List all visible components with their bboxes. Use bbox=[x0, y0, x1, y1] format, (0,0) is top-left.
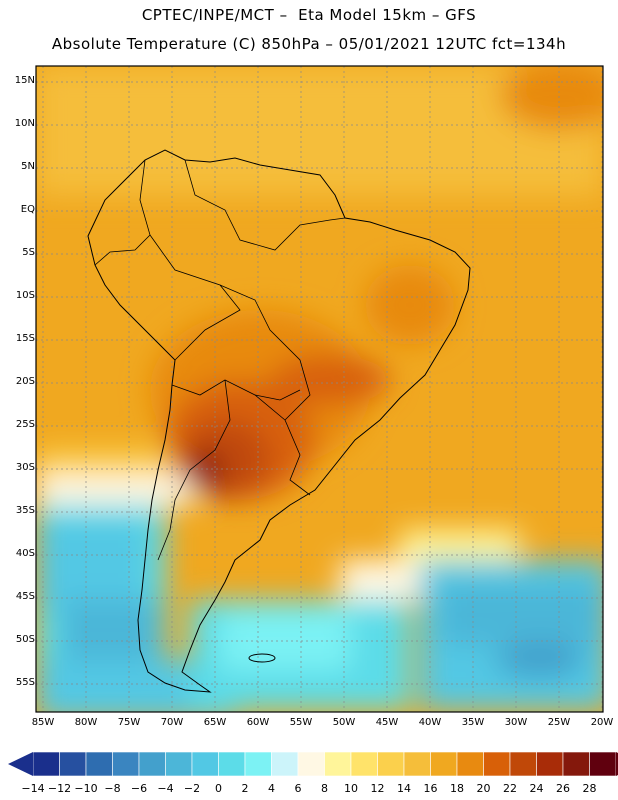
falklands-outline bbox=[248, 653, 276, 663]
colorbar-label: 10 bbox=[344, 782, 358, 795]
colorbar-swatch bbox=[112, 751, 140, 777]
colorbar-label: −4 bbox=[157, 782, 174, 795]
map-title-model: CPTEC/INPE/MCT – Eta Model 15km – GFS bbox=[141, 6, 477, 24]
latitude-label: 5N bbox=[21, 161, 35, 172]
colorbar bbox=[8, 751, 618, 777]
colorbar-swatch bbox=[244, 751, 272, 777]
latitude-label: 45S bbox=[15, 591, 35, 602]
longitude-label: 60W bbox=[246, 717, 270, 728]
latitude-label: 15S bbox=[15, 333, 35, 344]
colorbar-swatch bbox=[138, 751, 166, 777]
colorbar-label: 2 bbox=[241, 782, 249, 795]
colorbar-label: 16 bbox=[423, 782, 438, 795]
colorbar-swatch bbox=[165, 751, 193, 777]
colorbar-label: 12 bbox=[370, 782, 385, 795]
colorbar-swatch bbox=[562, 751, 590, 777]
colorbar-swatch bbox=[403, 751, 431, 777]
latitude-label: 10S bbox=[15, 290, 35, 301]
latitude-label: 40S bbox=[15, 548, 35, 559]
country-borders bbox=[94, 159, 346, 561]
colorbar-label: 18 bbox=[450, 782, 464, 795]
colorbar-label: 14 bbox=[397, 782, 411, 795]
colorbar-label: −12 bbox=[47, 782, 72, 795]
latitude-label: 5S bbox=[22, 247, 35, 258]
colorbar-label: −6 bbox=[130, 782, 148, 795]
longitude-label: 20W bbox=[590, 717, 614, 728]
latitude-label: 50S bbox=[15, 634, 35, 645]
longitude-label: 35W bbox=[461, 717, 485, 728]
latitude-label: 20S bbox=[15, 376, 35, 387]
colorbar-label: 22 bbox=[503, 782, 517, 795]
longitude-label: 55W bbox=[289, 717, 313, 728]
longitude-label: 65W bbox=[203, 717, 227, 728]
colorbar-swatch bbox=[324, 751, 352, 777]
colorbar-swatch bbox=[191, 751, 219, 777]
longitude-label: 25W bbox=[547, 717, 571, 728]
longitude-label: 30W bbox=[504, 717, 528, 728]
colorbar-label: 4 bbox=[268, 782, 275, 795]
colorbar-label: 6 bbox=[294, 782, 302, 795]
longitude-label: 50W bbox=[332, 717, 356, 728]
colorbar-swatch bbox=[536, 751, 564, 777]
map-title-field: Absolute Temperature (C) 850hPa – 05/01/… bbox=[51, 35, 567, 53]
colorbar-swatch bbox=[456, 751, 484, 777]
colorbar-swatch bbox=[85, 751, 113, 777]
colorbar-swatch bbox=[59, 751, 87, 777]
latitude-label: 35S bbox=[15, 505, 35, 516]
colorbar-label: −8 bbox=[104, 782, 121, 795]
colorbar-swatch bbox=[589, 751, 617, 777]
colorbar-label: 28 bbox=[582, 782, 597, 795]
longitude-label: 85W bbox=[31, 717, 55, 728]
longitude-label: 45W bbox=[375, 717, 399, 728]
temperature-field bbox=[36, 66, 603, 712]
triangle-left-icon bbox=[8, 752, 33, 776]
longitude-label: 80W bbox=[74, 717, 98, 728]
colorbar-swatch bbox=[271, 751, 299, 777]
colorbar-label: 0 bbox=[215, 782, 222, 795]
colorbar-swatch bbox=[350, 751, 378, 777]
colorbar-label: 20 bbox=[476, 782, 491, 795]
colorbar-swatch bbox=[218, 751, 246, 777]
colorbar-swatch bbox=[430, 751, 458, 777]
map-frame bbox=[35, 65, 604, 713]
colorbar-swatch bbox=[483, 751, 511, 777]
latitude-label: EQ bbox=[20, 204, 35, 215]
colorbar-label: 26 bbox=[556, 782, 570, 795]
latitude-label: 30S bbox=[15, 462, 35, 473]
latitude-label: 10N bbox=[14, 118, 35, 129]
latitude-label: 15N bbox=[14, 75, 35, 86]
colorbar-swatch bbox=[32, 751, 60, 777]
longitude-label: 70W bbox=[160, 717, 184, 728]
latitude-label: 25S bbox=[15, 419, 35, 430]
longitude-label: 40W bbox=[418, 717, 442, 728]
south-america-outline bbox=[87, 149, 471, 693]
colorbar-label: 24 bbox=[529, 782, 544, 795]
colorbar-swatch bbox=[377, 751, 405, 777]
colorbar-label: 8 bbox=[321, 782, 328, 795]
colorbar-swatch bbox=[297, 751, 325, 777]
colorbar-label: −2 bbox=[183, 782, 201, 795]
latitude-label: 55S bbox=[15, 677, 35, 688]
colorbar-label: −14 bbox=[21, 782, 45, 795]
colorbar-label: −10 bbox=[74, 782, 98, 795]
colorbar-swatch bbox=[509, 751, 537, 777]
longitude-label: 75W bbox=[117, 717, 141, 728]
